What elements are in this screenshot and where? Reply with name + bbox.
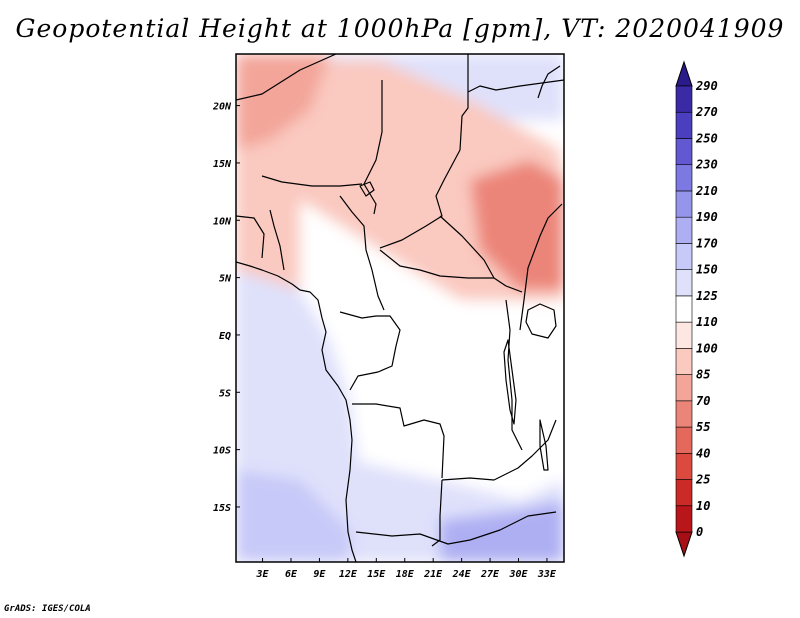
y-tick-label: 5S: [219, 388, 231, 399]
colorbar-label: 25: [695, 473, 710, 487]
lake-tanganyika: [503, 339, 517, 425]
colorbar-segment: [675, 138, 693, 166]
colorbar-label: 40: [696, 446, 710, 460]
colorbar-segment: [675, 243, 693, 270]
map-frame: [235, 53, 565, 563]
border-angola-drc: [352, 403, 445, 479]
border-sudan-south: [439, 215, 523, 293]
colorbar: 0 10 25 40 55 70 85 100 110 125 150 170 190 210 230 250…: [675, 60, 718, 558]
geopotential-field: [236, 54, 564, 562]
colorbar-segment: [675, 295, 693, 323]
border-congo: [339, 311, 401, 391]
colorbar-segment: [675, 479, 693, 507]
colorbar-segment: [675, 164, 693, 192]
colorbar-segment: [675, 426, 693, 454]
field-region: [236, 470, 360, 562]
x-tick-label: 6E: [285, 569, 298, 580]
border-mali-niger: [261, 175, 363, 187]
y-tick-label: 20N: [212, 102, 232, 113]
x-tick-label: 30E: [508, 569, 528, 580]
lake-chad: [359, 181, 375, 197]
colorbar-label: 150: [696, 263, 718, 277]
colorbar-label: 230: [695, 158, 718, 172]
x-tick-label: 33E: [537, 569, 557, 580]
field-region: [236, 54, 330, 150]
colorbar-segment: [675, 269, 693, 297]
colorbar-segment: [675, 190, 693, 218]
border-sahara: [236, 54, 337, 101]
border-south: [355, 511, 557, 545]
colorbar-segment: [675, 321, 693, 349]
x-tick-label: 9E: [313, 569, 326, 580]
border-nigeria-cameroon: [339, 195, 385, 311]
y-tick-label: 5N: [219, 274, 232, 285]
colorbar-segment: [675, 505, 693, 533]
colorbar-segment: [675, 348, 693, 375]
border-angola-zambia: [431, 479, 443, 547]
x-tick-label: 3E: [256, 569, 270, 580]
colorbar-label: 125: [696, 289, 718, 303]
colorbar-segment: [675, 85, 693, 113]
y-tick-label: 10N: [213, 216, 232, 227]
field-region: [300, 200, 540, 470]
border-drc-east: [505, 299, 523, 451]
colorbar-label: 190: [696, 210, 718, 224]
grads-credit: GrADS: IGES/COLA: [4, 604, 91, 614]
x-tick-label: 27E: [480, 569, 500, 580]
x-tick-label: 12E: [339, 569, 358, 580]
colorbar-label: 100: [696, 341, 718, 355]
x-tick-label: 18E: [396, 569, 415, 580]
border-east: [519, 203, 563, 331]
y-tick-label: EQ: [219, 331, 231, 342]
colorbar-label: 10: [696, 499, 710, 513]
x-tick-label: 24E: [452, 569, 472, 580]
y-axis: 20N 15N 10N 5N EQ 5S 10S 15S: [212, 102, 240, 514]
border-zambia: [441, 419, 557, 481]
border-sudan-chad: [379, 149, 461, 249]
y-tick-label: 15N: [213, 159, 232, 170]
y-tick-label: 10S: [213, 446, 231, 457]
nile: [537, 65, 561, 99]
colorbar-label: 250: [695, 131, 718, 145]
colorbar-segment: [675, 374, 693, 402]
y-tick-label: 15S: [213, 503, 231, 514]
border-car: [379, 249, 494, 279]
border-ethiopia: [467, 79, 564, 93]
colorbar-segment: [675, 452, 693, 480]
colorbar-segment: [675, 111, 693, 139]
chart-title: Geopotential Height at 1000hPa [gpm], VT…: [15, 14, 785, 43]
colorbar-segment: [675, 216, 693, 244]
lake-malawi: [539, 419, 549, 471]
x-tick-label: 15E: [367, 569, 386, 580]
border-niger-chad: [363, 80, 383, 215]
lake-victoria: [525, 303, 557, 339]
border-libya-egypt: [459, 54, 469, 151]
colorbar-label: 0: [696, 525, 703, 539]
colorbar-label: 55: [696, 420, 710, 434]
x-tick-label: 21E: [423, 569, 443, 580]
colorbar-label: 210: [695, 184, 718, 198]
colorbar-label: 110: [696, 315, 718, 329]
border-west-sahel: [236, 215, 265, 259]
field-region: [470, 160, 564, 290]
colorbar-segment: [675, 400, 693, 428]
colorbar-label: 70: [696, 394, 710, 408]
colorbar-extend-min: [675, 531, 693, 558]
x-axis: 3E 6E 9E 12E 15E 18E 21E 24E 27E 30E 33E: [256, 558, 557, 580]
coastline-boundaries: [236, 54, 564, 562]
colorbar-label: 170: [696, 236, 718, 250]
colorbar-label: 290: [695, 79, 718, 93]
colorbar-extend-max: [675, 60, 693, 87]
coastline-west: [236, 261, 357, 562]
border-ghana: [269, 209, 285, 271]
colorbar-label: 270: [695, 105, 718, 119]
colorbar-label: 85: [696, 368, 710, 382]
